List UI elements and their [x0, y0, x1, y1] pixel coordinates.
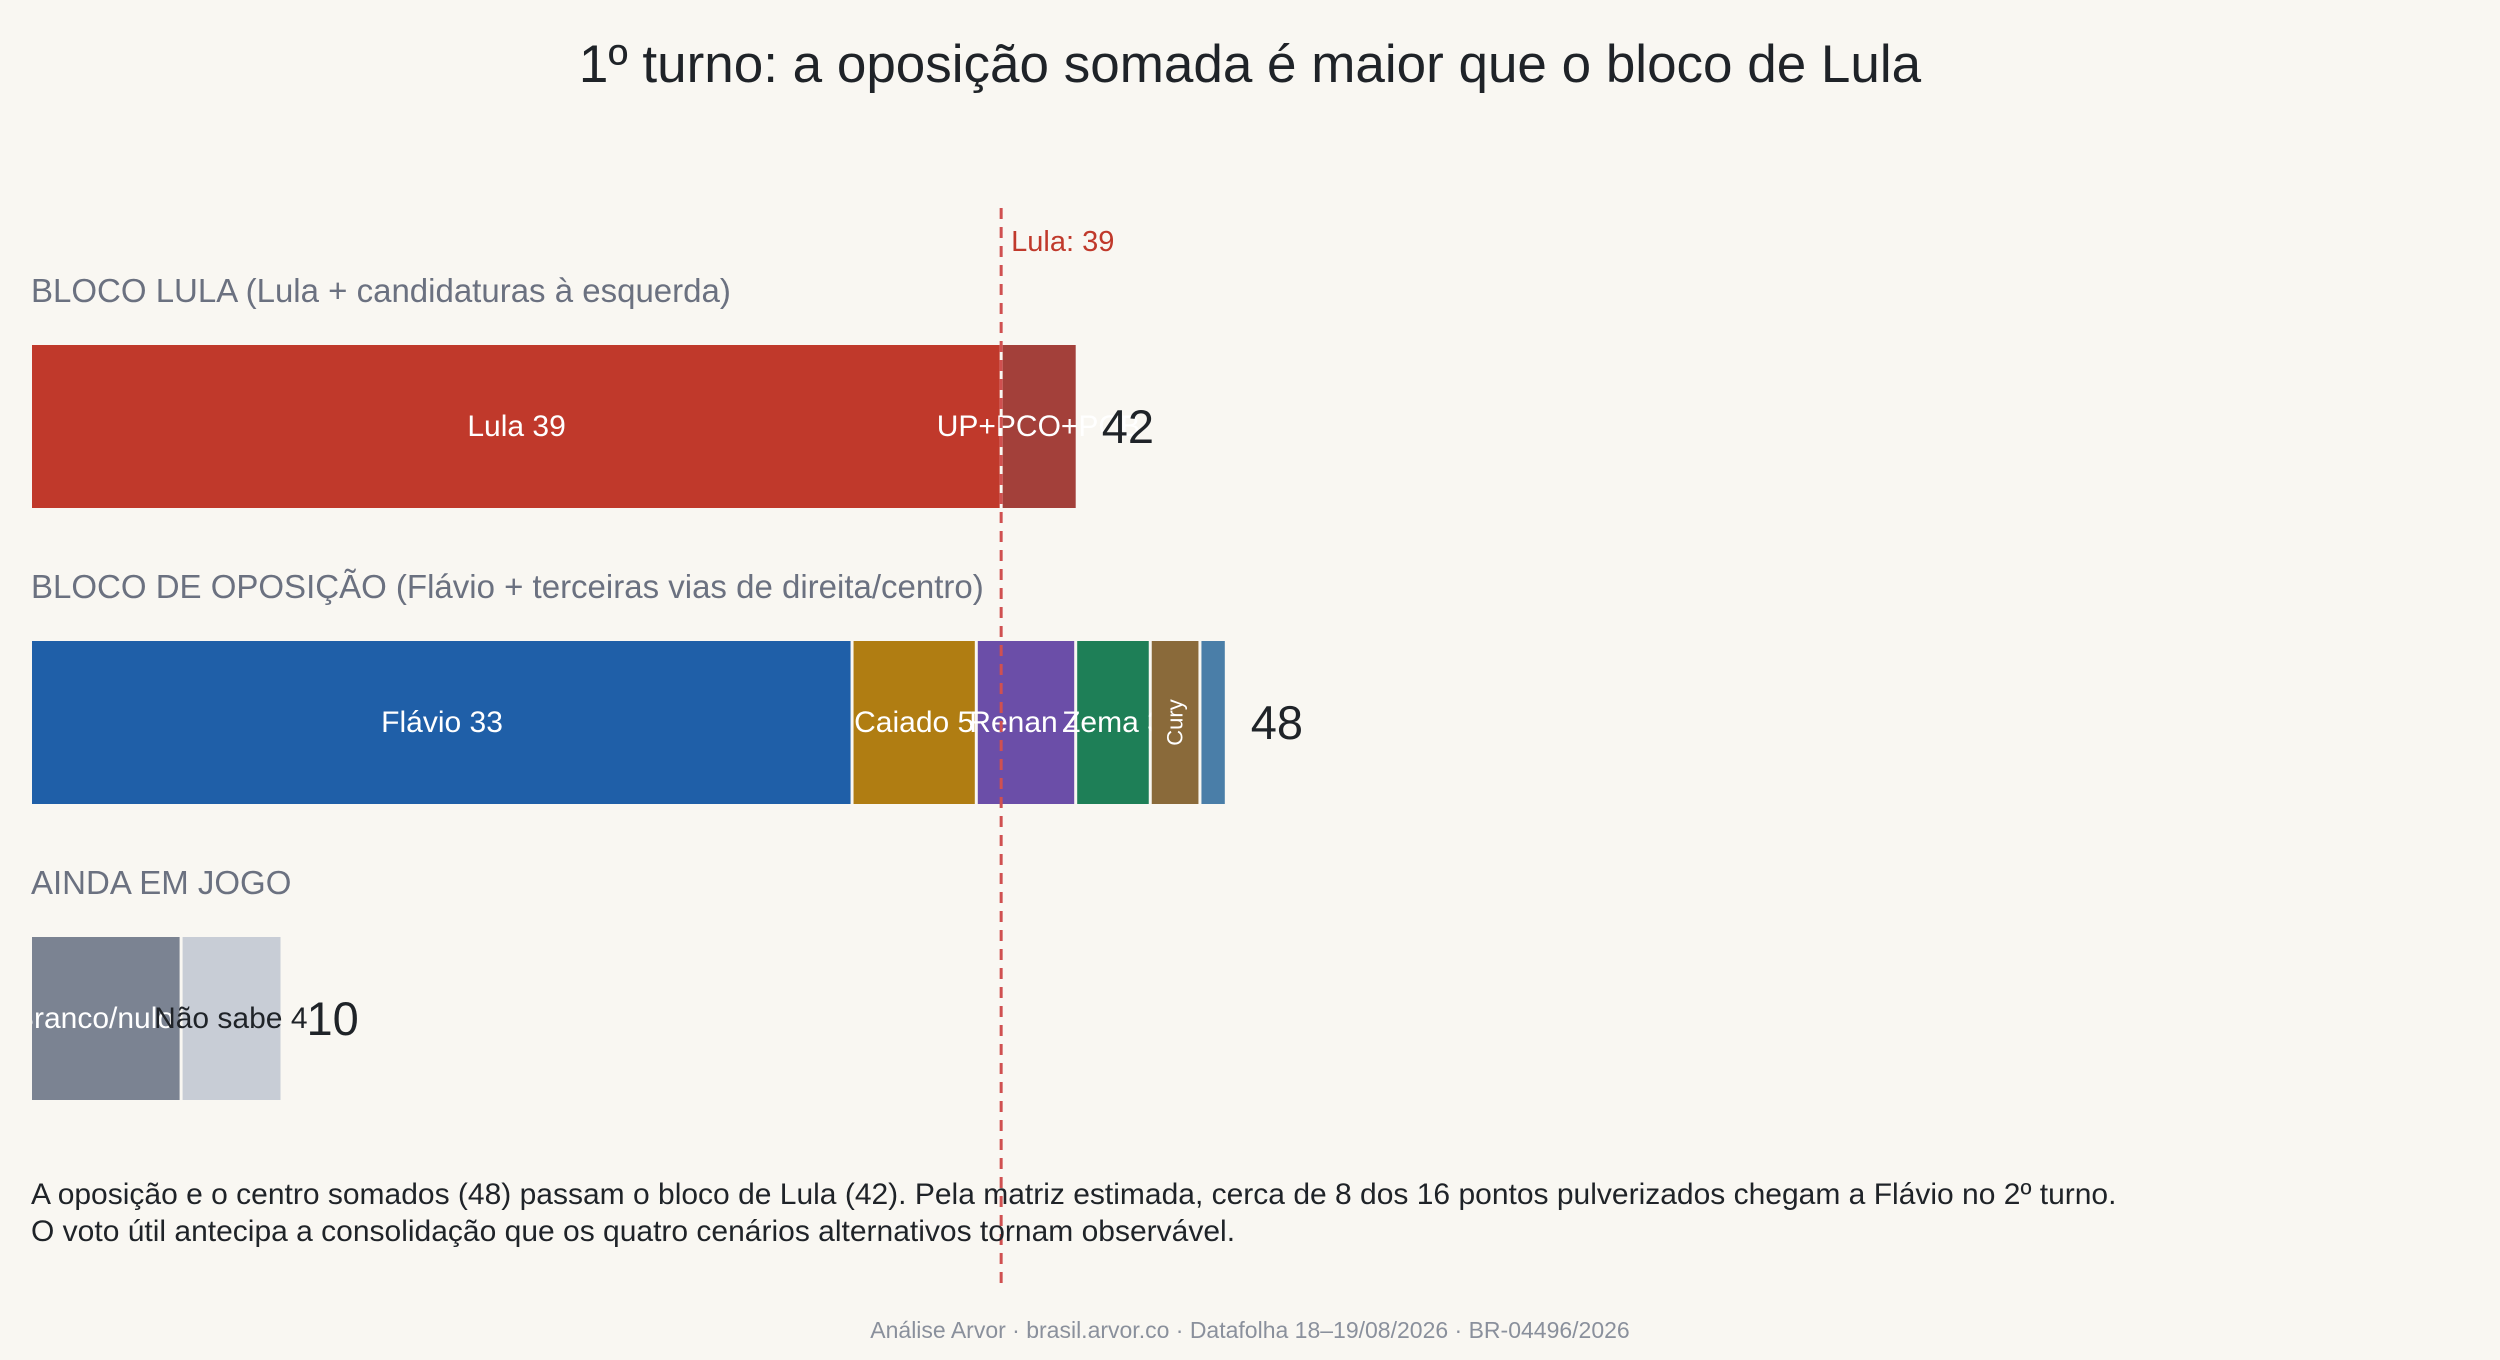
- segment-label-oposicao-0: Flávio 33: [381, 706, 503, 739]
- group-total-lula: 42: [1102, 400, 1154, 453]
- segment-label-jogo-1: Não sabe 4: [154, 1002, 307, 1035]
- footer-source: Análise Arvor · brasil.arvor.co · Datafo…: [870, 1317, 1629, 1343]
- bar-segment-oposicao-4: [1151, 641, 1199, 804]
- group-label-jogo: AINDA EM JOGO: [31, 864, 291, 901]
- bar-segment-oposicao-0: [32, 641, 851, 804]
- bar-segment-oposicao-5: [1201, 641, 1225, 804]
- bar-segment-jogo-1: [182, 937, 281, 1100]
- group-label-oposicao: BLOCO DE OPOSIÇÃO (Flávio + terceiras vi…: [31, 568, 984, 605]
- note-line-1: A oposição e o centro somados (48) passa…: [31, 1178, 2116, 1211]
- bar-segment-oposicao-2: [977, 641, 1075, 804]
- group-total-jogo: 10: [307, 992, 359, 1045]
- group-total-oposicao: 48: [1251, 696, 1303, 749]
- chart-title: 1º turno: a oposição somada é maior que …: [579, 35, 1922, 94]
- bar-segment-lula-0: [32, 345, 1000, 508]
- group-label-lula: BLOCO LULA (Lula + candidaturas à esquer…: [31, 272, 731, 309]
- segment-label-lula-1: UP+PCO+PCB: [937, 410, 1140, 443]
- segment-label-jogo-0: Branco/nulo 6: [14, 1002, 199, 1035]
- bar-segment-oposicao-3: [1077, 641, 1149, 804]
- segment-label-oposicao-3: Zema 3: [1062, 706, 1164, 739]
- segment-label-oposicao-4: Cury: [1163, 699, 1188, 745]
- reference-line-label: Lula: 39: [1011, 226, 1114, 258]
- segment-label-oposicao-1: Caiado 5: [854, 706, 974, 739]
- bar-segment-lula-1: [1002, 345, 1076, 508]
- note-line-2: O voto útil antecipa a consolidação que …: [31, 1215, 1235, 1248]
- segment-label-oposicao-2: Renan 4: [969, 706, 1082, 739]
- bar-segment-oposicao-1: [853, 641, 975, 804]
- bar-segment-jogo-0: [32, 937, 180, 1100]
- segment-label-lula-0: Lula 39: [467, 410, 565, 443]
